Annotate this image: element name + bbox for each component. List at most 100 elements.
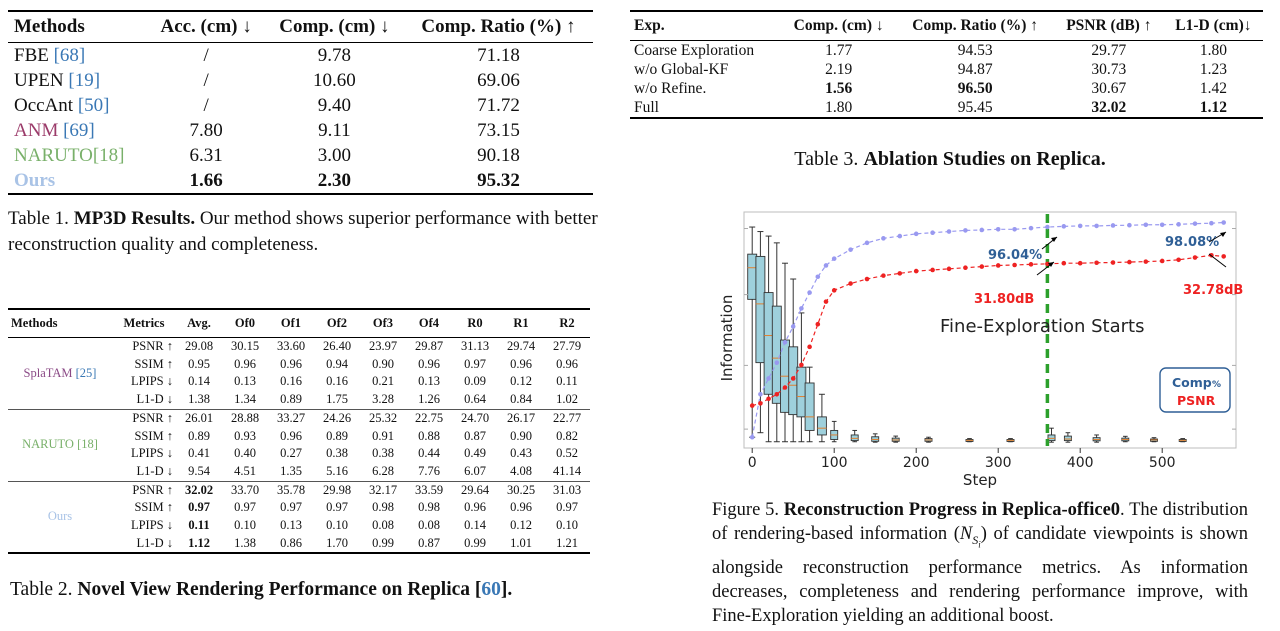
value-cell: 0.98: [372, 500, 394, 515]
method-name: SplaTAM: [23, 365, 76, 380]
method-name: Ours: [47, 509, 73, 524]
series-point-0: [1221, 220, 1226, 225]
table2-header: Of3: [372, 316, 394, 330]
method-cell: Ours: [8, 481, 112, 553]
citation-link[interactable]: [25]: [75, 365, 97, 380]
caption-label: Table 2.: [10, 579, 78, 600]
table-row: L1-D ↓ 1.38 1.34 0.89 1.75 3.28 1.26 0.64 0.84 1.…: [8, 391, 590, 410]
value-cell: 0.96: [510, 356, 532, 371]
x-axis-label: Step: [963, 471, 997, 489]
chart-svg: 0 100 200 300 400 500 Step Information Fine-Exp…: [718, 211, 1243, 489]
value-cell: 0.90: [372, 356, 394, 371]
value-cell: 26.17: [506, 410, 536, 425]
value-cell: 29.08: [184, 339, 214, 353]
series-point-1: [774, 391, 780, 397]
series-point-1: [1192, 255, 1198, 260]
value-cell: 30.25: [506, 482, 536, 497]
table2-header: Of1: [280, 316, 302, 330]
method-cell: SplaTAM [25]: [8, 338, 112, 410]
citation-link[interactable]: [68]: [53, 45, 86, 66]
ratio-cell: 71.18: [477, 45, 520, 66]
citation-link[interactable]: 60: [481, 579, 501, 600]
value-cell: 29.74: [506, 339, 536, 353]
value-cell: 0.97: [556, 500, 578, 515]
value-cell: 0.52: [556, 446, 578, 461]
caption-math-subsub: i: [978, 539, 981, 550]
exp-cell: w/o Refine.: [634, 80, 707, 97]
metric-cell: SSIM ↑: [134, 500, 173, 515]
box-body: [816, 416, 827, 436]
caption-title: MP3D Results.: [73, 208, 196, 229]
box-group: [747, 226, 1187, 443]
table2-header: Of0: [234, 316, 256, 330]
series-point-0: [1045, 224, 1050, 230]
series-point-0: [848, 247, 853, 252]
value-cell: 6.07: [464, 463, 486, 478]
box-body: [804, 382, 815, 431]
caption-end: ].: [500, 579, 513, 600]
table1-header: Methods: [14, 16, 85, 37]
table1-header: Comp. (cm) ↓: [279, 16, 390, 37]
citation-link[interactable]: [19]: [68, 70, 101, 91]
metric-cell: PSNR ↑: [132, 339, 173, 353]
method-cell: ANM [69]: [8, 118, 147, 143]
l1d-cell: 1.80: [1199, 42, 1227, 59]
series-point-1: [782, 385, 788, 390]
value-cell: 26.40: [322, 339, 352, 353]
value-cell: 0.89: [188, 428, 210, 443]
metric-cell: L1-D ↓: [136, 535, 173, 550]
annotation-group: Fine-Exploration Starts 96.04% 98.08% 31.80…: [940, 231, 1243, 413]
value-cell: 35.78: [276, 482, 306, 497]
value-cell: 1.75: [326, 392, 348, 407]
citation-link[interactable]: [18]: [92, 145, 125, 166]
series-point-1: [766, 396, 771, 402]
series-point-1: [897, 271, 903, 276]
value-cell: 0.88: [418, 428, 440, 443]
series-point-0: [995, 227, 1001, 232]
table2-header: R2: [559, 316, 575, 330]
box-body: [747, 253, 758, 300]
series-point-0: [807, 290, 812, 295]
value-cell: 0.12: [510, 374, 532, 389]
ratio-cell: 71.72: [477, 95, 520, 116]
table3: Exp. Comp. (cm) ↓ Comp. Ratio (%) ↑ PSNR…: [630, 10, 1263, 119]
caption-text: . The distribution of rendering-based in…: [712, 500, 1248, 544]
citation-link[interactable]: [18]: [77, 437, 98, 452]
citation-link[interactable]: [50]: [77, 95, 110, 116]
value-cell: 33.27: [276, 410, 306, 425]
psnr-cell: 30.67: [1091, 80, 1127, 97]
value-cell: 0.13: [280, 518, 302, 533]
value-cell: 0.99: [372, 535, 394, 550]
metric-cell: SSIM ↑: [134, 428, 173, 443]
exp-cell: Full: [634, 99, 659, 116]
value-cell: 22.75: [414, 410, 444, 425]
value-cell: 0.49: [464, 446, 486, 461]
legend-box: [1159, 367, 1231, 413]
caption-text: ) of candidate viewpoints is shown along…: [712, 524, 1248, 627]
table2-caption: Table 2. Novel View Rendering Performanc…: [10, 577, 610, 603]
caption-math-sub: S: [972, 532, 979, 547]
table-row: SplaTAM [25] PSNR ↑ 29.08 30.15 33.60 26.40 23…: [8, 338, 590, 380]
table-row: Ours 1.66 2.30 95.32: [8, 168, 593, 194]
box-body: [755, 255, 766, 364]
table-row: LPIPS ↓ 0.14 0.13 0.16 0.16 0.21 0.13 0.09 0.12 0…: [8, 373, 590, 391]
exp-cell: w/o Global-KF: [634, 61, 729, 78]
value-cell: 41.14: [552, 463, 582, 478]
series-point-0: [799, 306, 804, 311]
metric-cell: L1-D ↓: [136, 392, 173, 407]
series-point-0: [1127, 222, 1132, 228]
series-point-0: [864, 240, 870, 246]
table-row: w/o Refine. 1.56 96.50 30.67 1.42: [630, 79, 1263, 98]
value-cell: 22.77: [552, 410, 582, 425]
method-cell: UPEN [19]: [8, 68, 147, 93]
annotation-psnr-2: 32.78dB: [1183, 283, 1243, 298]
table2-block: Methods Metrics Avg. Of0 Of1 Of2 Of3 Of4 R0 R1 R2 …: [8, 308, 590, 554]
method-cell: OccAnt [50]: [8, 93, 147, 118]
metric-cell: PSNR ↑: [132, 482, 173, 497]
psnr-cell: 30.73: [1091, 61, 1127, 78]
comp-cell: 1.56: [825, 80, 853, 97]
ratio-cell: 73.15: [477, 120, 520, 141]
citation-link[interactable]: [69]: [63, 120, 95, 141]
series-point-0: [1110, 223, 1116, 228]
box-body: [1047, 434, 1056, 442]
